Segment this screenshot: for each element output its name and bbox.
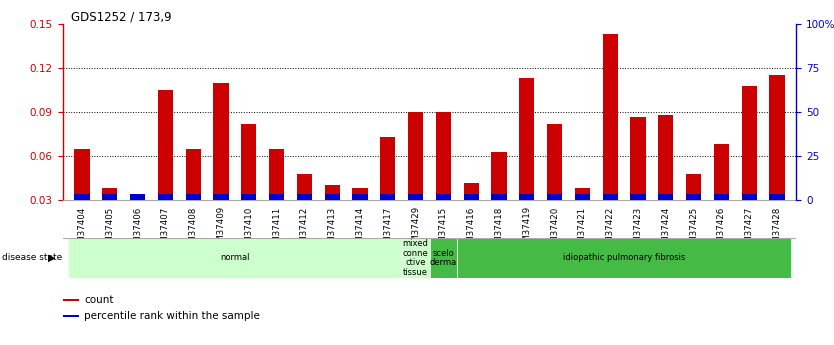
Bar (430, 238, 457, 278)
Text: normal: normal (220, 253, 249, 263)
Text: scelo
derma: scelo derma (430, 248, 457, 267)
Bar (130, 194, 145, 200)
Bar (519, 78, 535, 200)
Bar (602, 194, 618, 200)
Bar (408, 112, 423, 200)
Bar (74, 194, 90, 200)
Bar (352, 188, 368, 200)
Bar (297, 174, 312, 200)
Bar (457, 238, 791, 278)
Bar (435, 112, 451, 200)
Bar (575, 194, 590, 200)
Bar (714, 144, 729, 200)
Bar (63, 299, 78, 301)
Bar (464, 183, 479, 200)
Bar (241, 124, 256, 200)
Bar (324, 186, 340, 200)
Bar (741, 194, 757, 200)
Bar (686, 194, 701, 200)
Bar (380, 137, 395, 200)
Bar (769, 194, 785, 200)
Bar (269, 149, 284, 200)
Bar (686, 174, 701, 200)
Bar (352, 194, 368, 200)
Bar (547, 124, 562, 200)
Bar (491, 152, 507, 200)
Bar (602, 34, 618, 200)
Bar (658, 115, 674, 200)
Bar (741, 86, 757, 200)
Bar (74, 149, 90, 200)
Bar (130, 200, 145, 226)
Bar (714, 194, 729, 200)
Text: idiopathic pulmonary fibrosis: idiopathic pulmonary fibrosis (563, 253, 686, 263)
Bar (547, 194, 562, 200)
Bar (102, 194, 118, 200)
Bar (297, 194, 312, 200)
Bar (658, 194, 674, 200)
Text: disease state: disease state (2, 253, 62, 263)
Bar (631, 117, 646, 200)
Bar (158, 90, 173, 200)
Bar (408, 194, 423, 200)
Bar (402, 238, 430, 278)
Bar (158, 194, 173, 200)
Bar (631, 194, 646, 200)
Bar (241, 194, 256, 200)
Bar (63, 315, 78, 317)
Text: count: count (84, 295, 114, 305)
Bar (464, 194, 479, 200)
Bar (68, 238, 402, 278)
Bar (519, 194, 535, 200)
Text: percentile rank within the sample: percentile rank within the sample (84, 311, 260, 321)
Bar (102, 188, 118, 200)
Text: mixed
conne
ctive
tissue: mixed conne ctive tissue (403, 239, 429, 277)
Bar (214, 194, 229, 200)
Bar (185, 149, 201, 200)
Bar (214, 83, 229, 200)
Bar (380, 194, 395, 200)
Bar (491, 194, 507, 200)
Bar (324, 194, 340, 200)
Bar (185, 194, 201, 200)
Text: ▶: ▶ (48, 253, 56, 263)
Bar (269, 194, 284, 200)
Bar (575, 188, 590, 200)
Text: GDS1252 / 173,9: GDS1252 / 173,9 (71, 10, 172, 23)
Bar (435, 194, 451, 200)
Bar (769, 76, 785, 200)
